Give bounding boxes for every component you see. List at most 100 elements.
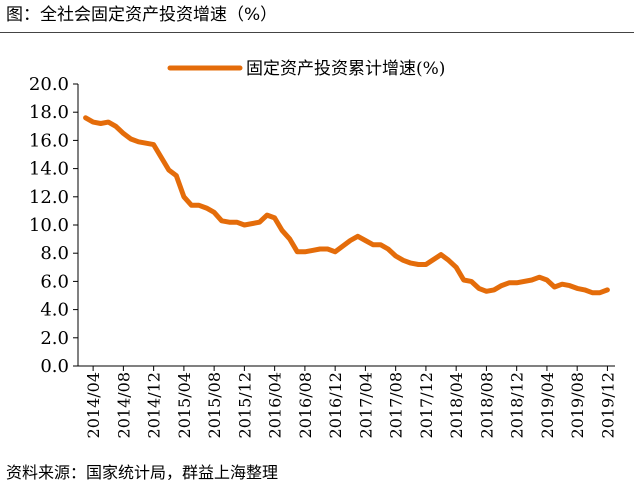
data-point [295,250,299,254]
data-point [379,243,383,247]
data-point [303,250,307,254]
x-tick-label: 2014/08 [114,372,133,438]
data-point [568,284,572,288]
data-point [409,261,413,265]
x-tick-label: 2015/12 [235,372,254,438]
data-point [401,258,405,262]
data-point [394,254,398,258]
legend: 固定资产投资累计增速(%) [167,59,445,79]
data-point [439,253,443,257]
data-point [537,275,541,279]
data-point [182,195,186,199]
data-point [137,140,141,144]
data-point [288,237,292,241]
y-tick-label: 16.0 [29,130,69,151]
data-point [114,124,118,128]
data-point [598,291,602,295]
data-point [99,121,103,125]
data-point [575,286,579,290]
y-tick-label: 6.0 [40,271,69,292]
title-divider [0,32,634,33]
data-point [462,278,466,282]
x-tick-label: 2014/12 [145,372,164,438]
y-tick-label: 12.0 [29,187,69,208]
x-tick-label: 2019/04 [538,372,557,438]
data-point [348,239,352,243]
chart-title: 图：全社会固定资产投资增速（%） [6,5,278,25]
data-point [500,284,504,288]
y-tick-label: 14.0 [29,159,69,180]
data-point [121,131,125,135]
legend-label: 固定资产投资累计增速(%) [246,59,445,79]
data-point [106,120,110,124]
data-point [235,220,239,224]
data-point [515,281,519,285]
data-point [356,234,360,238]
x-tick-label: 2018/04 [447,372,466,438]
y-tick-label: 4.0 [40,300,69,321]
data-point [220,219,224,223]
data-point [416,262,420,266]
data-point [424,262,428,266]
data-point [492,288,496,292]
x-tick-label: 2015/04 [175,372,194,438]
data-point [333,250,337,254]
data-point [273,216,277,220]
x-tick-label: 2019/12 [598,372,617,438]
y-tick-label: 20.0 [29,74,69,95]
data-point [84,116,88,120]
data-point [152,143,156,147]
data-point [258,220,262,224]
x-tick-label: 2017/12 [417,372,436,438]
data-point [605,288,609,292]
y-tick-label: 18.0 [29,102,69,123]
x-tick-label: 2017/08 [387,372,406,438]
data-point [447,258,451,262]
y-tick-label: 0.0 [40,356,69,377]
data-point [590,291,594,295]
x-tick-label: 2019/08 [568,372,587,438]
data-point [545,278,549,282]
series-layer [83,115,610,296]
data-point [477,286,481,290]
data-point [560,282,564,286]
x-tick-label: 2017/04 [356,372,375,438]
source-note: 资料来源：国家统计局，群益上海整理 [6,463,279,482]
data-point [174,174,178,178]
y-axis-ticks: 0.0 2.0 4.0 6.0 8.0 10.0 12.0 14.0 16.0 18.0 20.0 [29,74,78,377]
chart-axes [77,84,615,367]
data-point [212,210,216,214]
data-point [454,265,458,269]
data-point [310,248,314,252]
data-point [318,247,322,251]
data-point [326,247,330,251]
x-tick-label: 2016/08 [296,372,315,438]
data-point [189,203,193,207]
y-tick-label: 2.0 [40,328,69,349]
data-point [227,220,231,224]
data-point [129,137,133,141]
x-tick-label: 2014/04 [84,372,103,438]
data-point [530,278,534,282]
data-point [167,168,171,172]
y-tick-label: 10.0 [29,215,69,236]
data-point [280,229,284,233]
data-point [242,223,246,227]
x-tick-label: 2016/04 [266,372,285,438]
data-point [484,289,488,293]
data-point [552,285,556,289]
data-point [583,288,587,292]
y-tick-label: 8.0 [40,243,69,264]
data-point [507,281,511,285]
data-point [265,213,269,217]
data-point [363,239,367,243]
x-tick-label: 2018/12 [508,372,527,438]
data-point [386,247,390,251]
x-tick-label: 2015/08 [205,372,224,438]
data-point [91,120,95,124]
series-line-investment-growth [83,115,610,296]
data-point [144,141,148,145]
x-tick-label: 2016/12 [326,372,345,438]
x-tick-label: 2018/08 [477,372,496,438]
